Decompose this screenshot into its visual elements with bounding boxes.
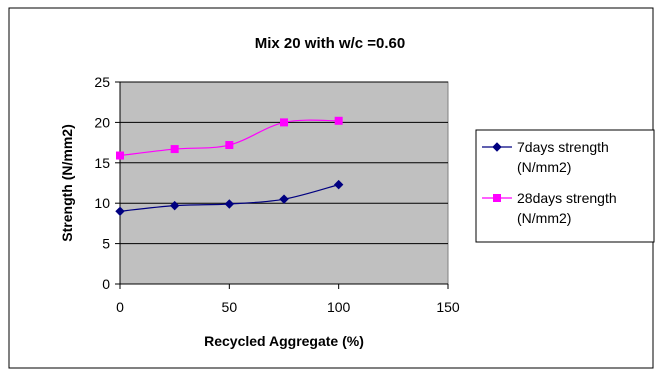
series-2-point-3 xyxy=(225,141,234,150)
legend-box xyxy=(475,129,655,243)
series-2-point-5 xyxy=(334,116,343,125)
series-2-point-2 xyxy=(170,145,179,154)
legend-item-2: 28days strength (N/mm2) xyxy=(482,190,617,226)
x-tick-label-0: 0 xyxy=(116,299,124,315)
legend-swatch-marker-1 xyxy=(492,142,502,152)
legend-label-1-line2: (N/mm2) xyxy=(517,159,571,175)
legend-label-1-line1: 7days strength xyxy=(517,139,609,155)
legend-label-2-line2: (N/mm2) xyxy=(517,210,571,226)
series-1-point-1 xyxy=(115,206,125,216)
y-tick-label-25: 25 xyxy=(94,74,110,90)
y-tick-label-0: 0 xyxy=(102,276,110,292)
x-tick-label-100: 100 xyxy=(327,299,351,315)
plot-area xyxy=(119,81,449,285)
series-2-point-1 xyxy=(116,151,124,160)
y-tick-label-5: 5 xyxy=(102,236,110,252)
series-group xyxy=(115,116,344,216)
series-1-point-3 xyxy=(224,199,235,209)
x-tick-label-150: 150 xyxy=(436,299,460,315)
series-1-point-5 xyxy=(333,179,344,190)
series-1 xyxy=(115,179,344,216)
legend-items: 7days strength (N/mm2) 28days strength (N/m… xyxy=(482,139,617,226)
tick-labels: 0 5 10 15 20 25 0 50 100 150 xyxy=(94,74,459,315)
series-1-point-2 xyxy=(169,200,180,211)
x-tick-label-50: 50 xyxy=(222,299,238,315)
y-axis-title: Strength (N/mm2) xyxy=(59,124,75,241)
legend-label-2-line1: 28days strength xyxy=(517,190,617,206)
y-tick-label-15: 15 xyxy=(94,155,110,171)
legend-swatch-marker-2 xyxy=(493,194,501,202)
x-axis-title: Recycled Aggregate (%) xyxy=(204,333,364,349)
y-tick-label-20: 20 xyxy=(94,114,110,130)
legend-item-1: 7days strength (N/mm2) xyxy=(482,139,609,175)
series-1-point-4 xyxy=(279,194,289,204)
y-tick-label-10: 10 xyxy=(94,195,110,211)
series-2-point-4 xyxy=(280,118,288,127)
chart-title: Mix 20 with w/c =0.60 xyxy=(255,35,405,52)
legend: 7days strength (N/mm2) 28days strength (N/m… xyxy=(475,129,655,243)
axes xyxy=(115,81,449,289)
series-2 xyxy=(116,116,343,160)
